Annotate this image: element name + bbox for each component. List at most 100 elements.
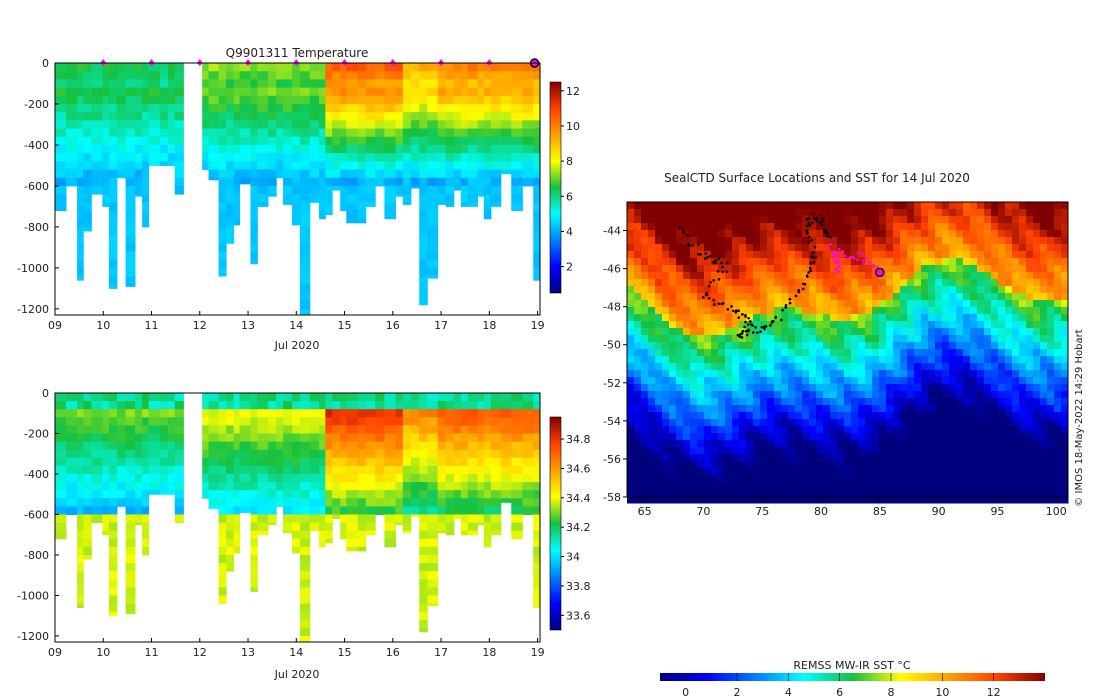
section-cell — [239, 409, 251, 418]
sst-cell — [1061, 482, 1069, 490]
sst-cell — [872, 314, 880, 322]
section-cell — [77, 595, 84, 605]
sst-cell — [802, 335, 810, 343]
section-cell — [309, 120, 320, 130]
sst-cell — [872, 244, 880, 252]
sst-cell — [634, 244, 642, 252]
section-cell — [437, 490, 447, 499]
section-cell — [250, 393, 258, 402]
section-cell — [410, 417, 420, 426]
sst-cell — [746, 412, 754, 420]
sst-cell — [1061, 335, 1069, 343]
sst-cell — [991, 454, 999, 462]
section-cell — [91, 79, 103, 89]
sst-cell — [753, 223, 761, 231]
section-cell — [55, 79, 67, 89]
sst-cell — [767, 496, 775, 504]
sst-cell — [956, 363, 964, 371]
section-cell — [299, 465, 311, 475]
section-cell — [427, 522, 439, 532]
sst-cell — [662, 454, 670, 462]
sst-cell — [627, 223, 635, 231]
sst-cell — [627, 286, 635, 294]
section-cell — [233, 95, 241, 105]
section-cell — [83, 79, 92, 89]
section-cell — [357, 506, 367, 515]
section-cell — [437, 457, 447, 467]
sst-cell — [991, 342, 999, 350]
sst-cell — [697, 475, 705, 483]
section-cell — [477, 417, 485, 426]
section-cell — [91, 506, 103, 515]
section-cell — [226, 169, 235, 179]
sst-cell — [851, 482, 859, 490]
sst-cell — [1012, 370, 1020, 378]
sst-cell — [816, 300, 824, 308]
section-cell — [453, 185, 462, 191]
section-cell — [250, 259, 258, 265]
sst-cell — [949, 426, 957, 434]
sst-cell — [991, 230, 999, 238]
section-cell — [483, 506, 492, 515]
sst-cell — [1054, 300, 1062, 308]
sst-cell — [1040, 335, 1048, 343]
section-cell — [159, 465, 169, 475]
sst-cell — [970, 230, 978, 238]
sst-cell — [1061, 251, 1069, 259]
section-cell — [460, 498, 469, 507]
sst-cell — [690, 216, 698, 224]
section-cell — [357, 185, 367, 195]
sst-cell — [830, 475, 838, 483]
section-cell — [419, 401, 428, 410]
sst-cell — [949, 209, 957, 217]
section-cell — [257, 169, 269, 179]
colorbar-tick-label: 34.2 — [566, 521, 591, 534]
section-cell — [483, 465, 492, 475]
sst-cell — [1026, 447, 1034, 455]
sst-cell — [781, 230, 789, 238]
sst-cell — [697, 230, 705, 238]
sst-cell — [746, 328, 754, 336]
section-cell — [125, 409, 136, 418]
sst-cell — [851, 391, 859, 399]
section-cell — [402, 473, 412, 483]
sst-cell — [1033, 496, 1041, 504]
section-cell — [375, 417, 385, 426]
sst-cell — [739, 244, 747, 252]
sst-cell — [949, 307, 957, 315]
section-cell — [477, 128, 485, 138]
sst-cell — [816, 342, 824, 350]
sst-cell — [921, 314, 929, 322]
section-cell — [500, 136, 512, 146]
sst-cell — [676, 202, 684, 210]
sst-cell — [1012, 335, 1020, 343]
section-cell — [202, 465, 210, 475]
sst-cell — [1054, 405, 1062, 413]
sst-cell — [746, 405, 754, 413]
section-cell — [276, 120, 284, 130]
sst-cell — [900, 377, 908, 385]
sst-cell — [648, 335, 656, 343]
sst-cell — [683, 496, 691, 504]
sst-cell — [900, 223, 908, 231]
sst-cell — [858, 461, 866, 469]
sst-cell — [921, 440, 929, 448]
sst-cell — [956, 293, 964, 301]
section-cell — [292, 136, 301, 146]
section-cell — [419, 79, 428, 89]
sst-cell — [1012, 440, 1020, 448]
sst-cell — [732, 433, 740, 441]
section-cell — [427, 498, 439, 507]
section-cell — [357, 194, 367, 203]
section-cell — [218, 251, 227, 261]
sst-cell — [893, 328, 901, 336]
section-cell — [142, 441, 150, 451]
sst-cell — [718, 279, 726, 287]
section-cell — [142, 202, 150, 212]
sst-cell — [746, 482, 754, 490]
section-cell — [365, 522, 376, 532]
sst-cell — [1019, 349, 1027, 357]
sst-cell — [704, 216, 712, 224]
sst-cell — [879, 377, 887, 385]
section-cell — [319, 87, 326, 97]
